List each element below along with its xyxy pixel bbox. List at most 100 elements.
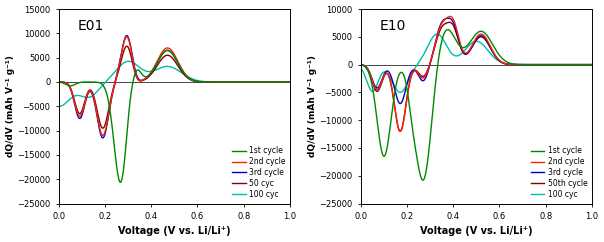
50th cycle xyxy=(588,63,596,66)
1st cycle xyxy=(539,63,547,66)
X-axis label: Voltage (V vs. Li/Li⁺): Voltage (V vs. Li/Li⁺) xyxy=(118,227,231,236)
3rd cycle xyxy=(99,136,106,139)
50th cycle xyxy=(464,52,471,55)
1st cycle xyxy=(588,63,596,66)
3rd cycle xyxy=(237,81,245,83)
1st cycle xyxy=(470,36,477,39)
100 cyc xyxy=(539,63,547,66)
2nd cycle xyxy=(99,134,106,137)
1st cycle xyxy=(237,81,245,83)
3rd cycle xyxy=(445,17,452,20)
Y-axis label: dQ/dV (mAh V⁻¹ g⁻¹): dQ/dV (mAh V⁻¹ g⁻¹) xyxy=(307,55,316,157)
3rd cycle xyxy=(582,63,589,66)
3rd cycle xyxy=(286,81,294,83)
2nd cycle xyxy=(397,130,404,133)
100 cyc xyxy=(588,63,596,66)
1st cycle xyxy=(464,44,471,47)
100 cyc xyxy=(286,81,294,83)
50th cycle xyxy=(470,43,477,46)
100 cyc xyxy=(67,97,74,100)
Line: 1st cycle: 1st cycle xyxy=(361,30,592,180)
2nd cycle xyxy=(582,63,589,66)
50 cyc xyxy=(67,87,74,90)
Legend: 1st cycle, 2nd cycle, 3rd cycle, 50th cycle, 100 cyc: 1st cycle, 2nd cycle, 3rd cycle, 50th cy… xyxy=(528,143,590,202)
1st cycle xyxy=(358,64,365,67)
3rd cycle xyxy=(470,42,477,45)
2nd cycle xyxy=(286,81,294,83)
3rd cycle xyxy=(162,50,169,53)
Line: 2nd cycle: 2nd cycle xyxy=(361,16,592,131)
Legend: 1st cycle, 2nd cycle, 3rd cycle, 50 cyc, 100 cyc: 1st cycle, 2nd cycle, 3rd cycle, 50 cyc,… xyxy=(229,143,288,202)
Line: 100 cyc: 100 cyc xyxy=(59,61,290,106)
3rd cycle xyxy=(67,88,74,91)
3rd cycle xyxy=(539,63,547,66)
2nd cycle xyxy=(582,63,589,66)
50 cyc xyxy=(99,127,106,130)
50th cycle xyxy=(539,63,547,66)
Line: 50th cycle: 50th cycle xyxy=(361,22,592,131)
100 cyc xyxy=(280,81,287,83)
100 cyc xyxy=(125,60,132,63)
3rd cycle xyxy=(56,81,63,83)
1st cycle xyxy=(280,81,287,83)
3rd cycle xyxy=(464,52,471,55)
Line: 1st cycle: 1st cycle xyxy=(59,50,290,182)
Line: 100 cyc: 100 cyc xyxy=(361,34,592,92)
2nd cycle xyxy=(588,63,596,66)
50 cyc xyxy=(286,81,294,83)
3rd cycle xyxy=(123,34,130,37)
50th cycle xyxy=(397,130,404,133)
50 cyc xyxy=(56,81,63,83)
3rd cycle xyxy=(369,79,376,82)
3rd cycle xyxy=(358,63,365,66)
1st cycle xyxy=(162,50,169,53)
100 cyc xyxy=(237,81,245,83)
2nd cycle xyxy=(464,51,471,54)
2nd cycle xyxy=(123,35,130,38)
Line: 2nd cycle: 2nd cycle xyxy=(59,37,290,136)
3rd cycle xyxy=(397,102,404,105)
1st cycle xyxy=(419,179,426,182)
50 cyc xyxy=(162,54,169,57)
1st cycle xyxy=(164,49,171,52)
50th cycle xyxy=(369,82,376,84)
2nd cycle xyxy=(162,47,169,50)
50th cycle xyxy=(582,63,589,66)
100 cyc xyxy=(470,41,477,44)
Line: 3rd cycle: 3rd cycle xyxy=(59,36,290,138)
2nd cycle xyxy=(539,63,547,66)
100 cyc xyxy=(582,63,589,66)
2nd cycle xyxy=(237,81,245,83)
2nd cycle xyxy=(168,49,175,52)
50th cycle xyxy=(358,63,365,66)
2nd cycle xyxy=(369,80,376,83)
100 cyc xyxy=(464,46,471,49)
Line: 50 cyc: 50 cyc xyxy=(59,46,290,128)
Y-axis label: dQ/dV (mAh V⁻¹ g⁻¹): dQ/dV (mAh V⁻¹ g⁻¹) xyxy=(5,55,14,157)
50 cyc xyxy=(123,45,130,48)
Line: 3rd cycle: 3rd cycle xyxy=(361,18,592,104)
1st cycle xyxy=(582,63,589,66)
100 cyc xyxy=(168,66,175,68)
2nd cycle xyxy=(67,88,74,91)
50 cyc xyxy=(280,81,287,83)
100 cyc xyxy=(162,65,169,68)
2nd cycle xyxy=(358,63,365,66)
3rd cycle xyxy=(168,51,175,54)
3rd cycle xyxy=(588,63,596,66)
100 cyc xyxy=(434,32,441,35)
50 cyc xyxy=(237,81,245,83)
1st cycle xyxy=(280,81,287,83)
1st cycle xyxy=(56,81,63,84)
50 cyc xyxy=(168,56,175,59)
100 cyc xyxy=(397,91,404,94)
Text: E01: E01 xyxy=(77,19,104,33)
2nd cycle xyxy=(470,41,477,44)
1st cycle xyxy=(117,181,124,184)
50 cyc xyxy=(280,81,287,83)
3rd cycle xyxy=(280,81,287,83)
100 cyc xyxy=(358,67,365,70)
Text: E10: E10 xyxy=(379,19,406,33)
1st cycle xyxy=(582,63,589,66)
1st cycle xyxy=(286,81,294,83)
